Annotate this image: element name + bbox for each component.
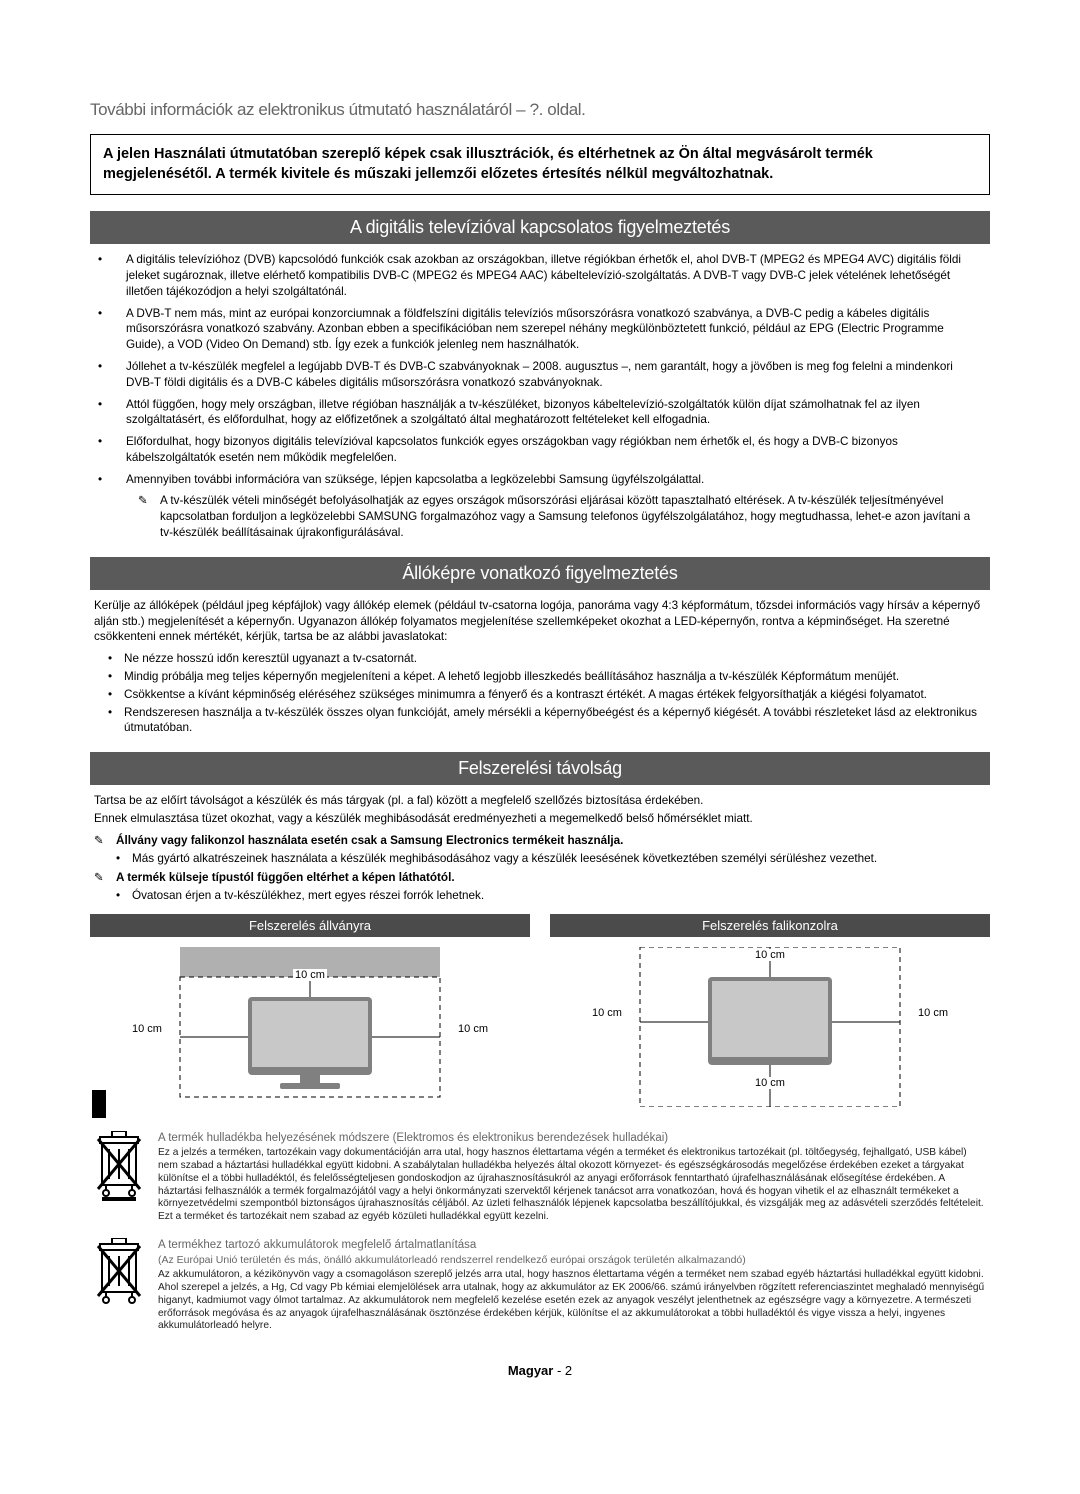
install-caption-wall: Felszerelés falikonzolra [550, 914, 990, 937]
dim-left: 10 cm [590, 1007, 624, 1019]
still-image-tips: •Ne nézze hosszú időn keresztül ugyanazt… [90, 651, 990, 736]
waste-product-block: A termék hulladékba helyezésének módszer… [90, 1131, 990, 1224]
bullet-marker: • [98, 252, 126, 299]
waste-product-title: A termék hulladékba helyezésének módszer… [158, 1131, 986, 1145]
footer-page-number: 2 [565, 1363, 572, 1378]
waste-battery-block: A termékhez tartozó akkumulátorok megfel… [90, 1238, 990, 1333]
section-header-still-image: Állóképre vonatkozó figyelmeztetés [90, 557, 990, 590]
section-header-digital-tv: A digitális televízióval kapcsolatos fig… [90, 211, 990, 244]
hand-icon: ✎ [94, 870, 116, 904]
waste-battery-body: Az akkumulátoron, a kézikönyvön vagy a c… [158, 1269, 986, 1333]
dim-right: 10 cm [916, 1007, 950, 1019]
bullet-text: Jóllehet a tv-készülék megfelel a legúja… [126, 359, 982, 391]
subnote-text: A tv-készülék vételi minőségét befolyáso… [160, 493, 982, 540]
dim-right: 10 cm [456, 1023, 490, 1035]
dim-top: 10 cm [293, 969, 327, 981]
top-hint: További információk az elektronikus útmu… [90, 100, 990, 120]
section-header-clearance: Felszerelési távolság [90, 752, 990, 785]
side-tab-marker [92, 1090, 106, 1118]
bullet-text: Amennyiben további információra van szük… [126, 472, 704, 488]
note-head: Állvány vagy falikonzol használata eseté… [116, 834, 623, 847]
dim-left: 10 cm [130, 1023, 164, 1035]
image-notice-box: A jelen Használati útmutatóban szereplő … [90, 134, 990, 195]
clearance-line1: Tartsa be az előírt távolságot a készülé… [90, 793, 990, 809]
bullet-text: Előfordulhat, hogy bizonyos digitális te… [126, 434, 982, 466]
note-sub: Óvatosan érjen a tv-készülékhez, mert eg… [132, 888, 484, 904]
clearance-note-2: ✎ A termék külseje típustól függően elté… [90, 870, 990, 904]
note-head: A termék külseje típustól függően eltérh… [116, 871, 455, 884]
hand-icon: ✎ [138, 493, 160, 540]
installation-diagrams: Felszerelés állványra 10 cm 10 [90, 914, 990, 1117]
bullet-text: A DVB-T nem más, mint az európai konzorc… [126, 306, 982, 353]
dim-top: 10 cm [753, 949, 787, 961]
waste-battery-subtitle: (Az Európai Unió területén és más, önáll… [158, 1254, 986, 1267]
waste-product-body: Ez a jelzés a terméken, tartozékain vagy… [158, 1147, 986, 1224]
clearance-line2: Ennek elmulasztása tüzet okozhat, vagy a… [90, 811, 990, 827]
page-footer: Magyar - 2 [90, 1363, 990, 1378]
dim-bottom: 10 cm [753, 1077, 787, 1089]
tip-text: Rendszeresen használja a tv-készülék öss… [124, 705, 986, 737]
tip-text: Mindig próbálja meg teljes képernyőn meg… [124, 669, 899, 685]
install-caption-stand: Felszerelés állványra [90, 914, 530, 937]
crossed-bin-icon [94, 1131, 144, 1201]
hand-icon: ✎ [94, 833, 116, 867]
diagram-wall: 10 cm 10 cm 10 cm 10 cm [550, 947, 990, 1117]
still-image-intro: Kerülje az állóképek (például jpeg képfá… [90, 598, 990, 645]
footer-language: Magyar [508, 1363, 554, 1378]
tip-text: Ne nézze hosszú időn keresztül ugyanazt … [124, 651, 417, 667]
bullet-text: Attól függően, hogy mely országban, ille… [126, 397, 982, 429]
tip-text: Csökkentse a kívánt képminőség eléréséhe… [124, 687, 927, 703]
note-sub: Más gyártó alkatrészeinek használata a k… [132, 851, 877, 867]
waste-battery-title: A termékhez tartozó akkumulátorok megfel… [158, 1238, 986, 1252]
clearance-note-1: ✎ Állvány vagy falikonzol használata ese… [90, 833, 990, 867]
diagram-stand: 10 cm 10 cm 10 cm [90, 947, 530, 1117]
crossed-bin-icon [94, 1238, 144, 1308]
bullet-text: A digitális televízióhoz (DVB) kapcsolód… [126, 252, 982, 299]
digital-tv-bullets: •A digitális televízióhoz (DVB) kapcsoló… [90, 252, 990, 541]
